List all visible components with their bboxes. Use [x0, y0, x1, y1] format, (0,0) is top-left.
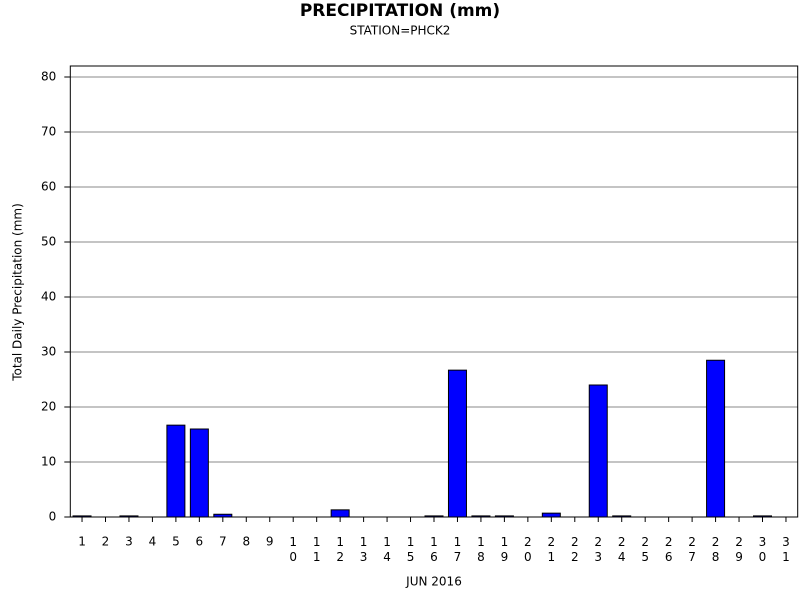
y-axis-label: Total Daily Precipitation (mm): [11, 203, 25, 382]
bar: [541, 512, 561, 518]
x-axis-label: JUN 2016: [405, 575, 462, 589]
y-tick-label: 50: [41, 235, 56, 249]
x-tick-label: 8: [242, 535, 250, 549]
chart-subtitle: STATION=PHCK2: [350, 24, 451, 38]
x-tick-label: 9: [266, 535, 274, 549]
bar: [166, 424, 186, 518]
bar: [588, 384, 608, 518]
x-tick-label: 7: [219, 535, 227, 549]
x-tick-label: 2: [102, 535, 110, 549]
bar: [447, 369, 467, 518]
x-tick-label: 6: [196, 535, 204, 549]
x-tick-label: 3: [125, 535, 133, 549]
y-tick-label: 20: [41, 400, 56, 414]
x-tick-label: 1: [78, 535, 86, 549]
y-tick-label: 10: [41, 455, 56, 469]
bar: [330, 509, 350, 518]
x-tick-label: 5: [172, 535, 180, 549]
y-tick-label: 0: [49, 510, 57, 524]
y-tick-label: 70: [41, 125, 56, 139]
bar: [706, 359, 726, 518]
y-tick-label: 80: [41, 70, 56, 84]
y-tick-label: 30: [41, 345, 56, 359]
x-tick-label: 4: [149, 535, 157, 549]
y-tick-label: 40: [41, 290, 56, 304]
bar: [189, 428, 209, 518]
y-tick-label: 60: [41, 180, 56, 194]
chart-title: PRECIPITATION (mm): [300, 1, 500, 21]
plot-frame: [69, 65, 799, 518]
